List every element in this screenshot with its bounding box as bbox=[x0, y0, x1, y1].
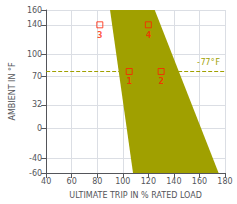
svg-text:160: 160 bbox=[192, 177, 207, 186]
svg-text:-40: -40 bbox=[29, 154, 42, 163]
svg-text:0: 0 bbox=[37, 124, 42, 133]
svg-text:140: 140 bbox=[166, 177, 181, 186]
svg-text:40: 40 bbox=[41, 177, 51, 186]
svg-text:1: 1 bbox=[126, 76, 131, 86]
svg-text:AMBIENT IN °F: AMBIENT IN °F bbox=[8, 62, 17, 121]
svg-text:-77°F: -77°F bbox=[196, 58, 220, 67]
svg-text:180: 180 bbox=[217, 177, 232, 186]
svg-text:ULTIMATE TRIP IN % RATED LOAD: ULTIMATE TRIP IN % RATED LOAD bbox=[69, 191, 202, 200]
svg-text:3: 3 bbox=[97, 30, 102, 40]
svg-text:60: 60 bbox=[67, 177, 77, 186]
svg-text:-60: -60 bbox=[29, 168, 43, 178]
svg-text:4: 4 bbox=[146, 30, 152, 40]
svg-text:160: 160 bbox=[27, 6, 42, 15]
svg-text:140: 140 bbox=[27, 20, 42, 29]
svg-text:80: 80 bbox=[92, 177, 102, 186]
svg-text:100: 100 bbox=[115, 177, 130, 186]
svg-text:100: 100 bbox=[27, 50, 42, 59]
svg-text:32: 32 bbox=[32, 100, 42, 109]
svg-text:2: 2 bbox=[158, 76, 163, 86]
svg-text:120: 120 bbox=[141, 177, 156, 186]
svg-text:70: 70 bbox=[32, 72, 42, 81]
